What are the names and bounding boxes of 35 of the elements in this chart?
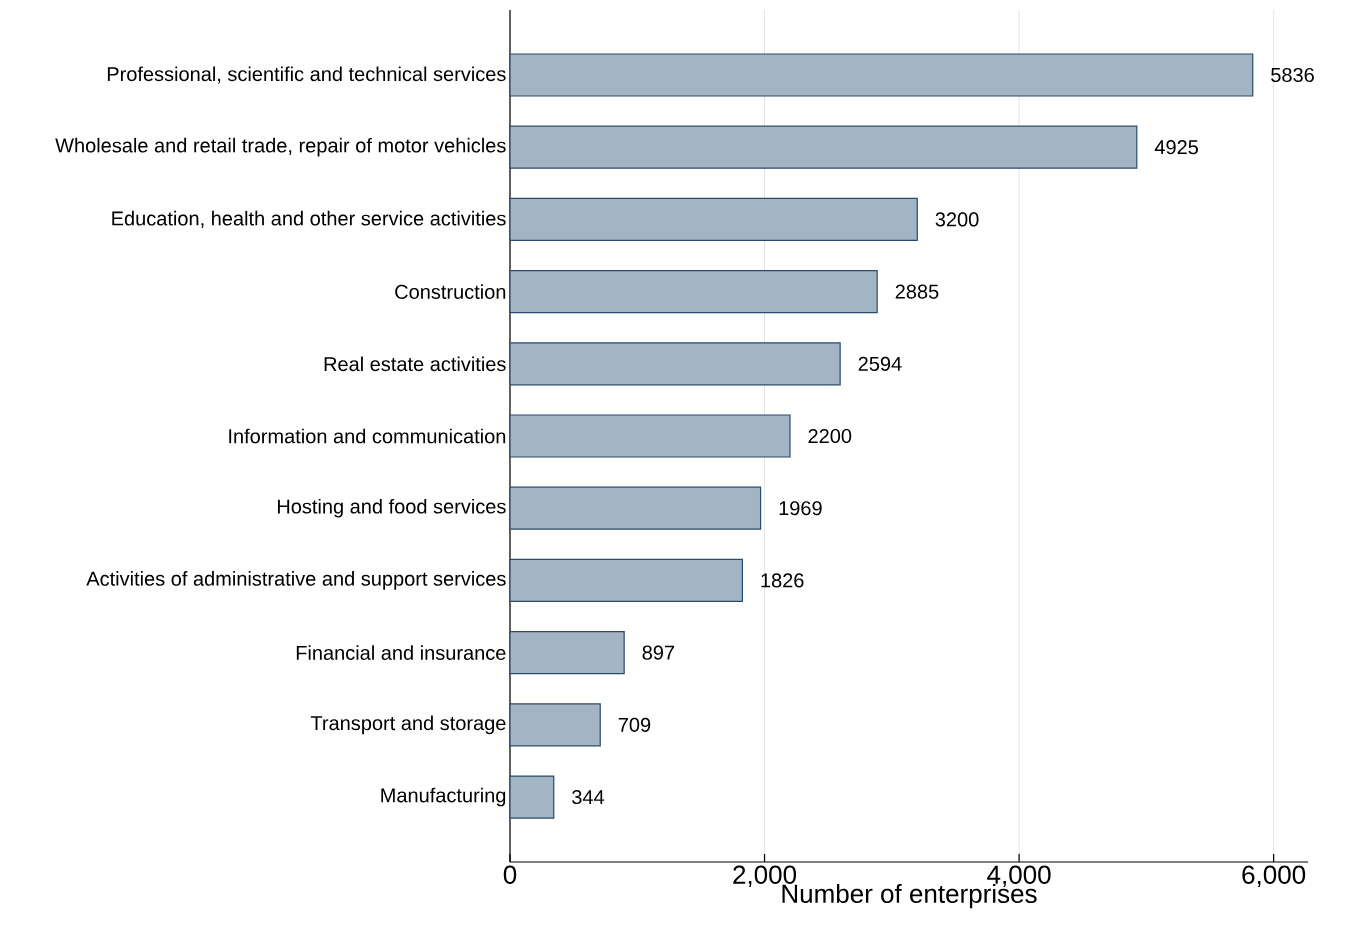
- y-tick-label: Hosting and food services: [277, 498, 506, 518]
- y-tick-label: Professional, scientific and technical services: [107, 66, 506, 84]
- x-tick-label: 6,000: [1242, 865, 1306, 888]
- y-tick-label: Wholesale and retail trade, repair of motor vehicles: [55, 137, 506, 157]
- x-tick-label: 0: [503, 865, 517, 884]
- bar: [509, 775, 555, 819]
- data-label: 4925: [1154, 140, 1198, 155]
- y-tick-label: Information and communication: [229, 428, 506, 444]
- data-label: 1826: [761, 573, 804, 588]
- bar: [509, 703, 601, 747]
- data-label: 897: [642, 645, 675, 660]
- data-label: 5836: [1271, 67, 1314, 83]
- bar: [509, 270, 878, 314]
- bar: [509, 197, 918, 241]
- data-label: 3200: [935, 212, 979, 227]
- data-label: 2885: [895, 284, 939, 299]
- data-label: 344: [572, 789, 605, 805]
- data-label: 1969: [779, 501, 822, 516]
- data-label: 2594: [858, 356, 902, 371]
- y-tick-label: Manufacturing: [381, 787, 506, 807]
- bar: [509, 486, 762, 530]
- bar: [509, 631, 625, 675]
- y-tick-label: Education, health and other service activities: [112, 210, 506, 228]
- y-tick-label: Transport and storage: [310, 715, 506, 735]
- data-label: 2200: [808, 428, 852, 444]
- bar: [509, 558, 743, 603]
- y-tick-label: Construction: [395, 284, 506, 299]
- bar: [509, 125, 1138, 169]
- bar: [509, 53, 1254, 97]
- data-label: 709: [618, 717, 651, 732]
- y-tick-label: Real estate activities: [324, 356, 506, 372]
- y-tick-label: Activities of administrative and support services: [86, 571, 506, 590]
- y-tick-label: Financial and insurance: [296, 645, 506, 660]
- bar: [509, 342, 841, 386]
- bar: [509, 414, 791, 458]
